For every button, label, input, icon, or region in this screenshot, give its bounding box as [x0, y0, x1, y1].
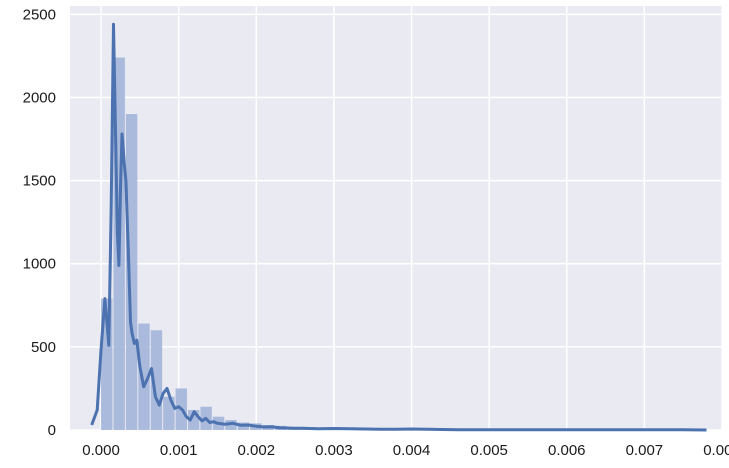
y-tick-label: 2500: [23, 6, 56, 23]
x-tick-label: 0.003: [315, 442, 353, 459]
y-tick-label: 1000: [23, 256, 56, 273]
x-tick-label: 0.007: [626, 442, 664, 459]
x-tick-label: 0.006: [548, 442, 586, 459]
x-tick-label: 0.001: [160, 442, 198, 459]
x-tick-label: 0.002: [238, 442, 276, 459]
histogram-bar: [138, 323, 150, 430]
grid: [70, 6, 723, 431]
histogram-bar: [101, 298, 113, 430]
y-tick-label: 1500: [23, 173, 56, 190]
histogram-bar: [163, 396, 175, 430]
y-axis-ticks: 0 500 1000 1500 2000 2500: [23, 6, 56, 439]
x-tick-label: 0.008: [703, 442, 729, 459]
x-tick-label: 0.005: [470, 442, 508, 459]
histogram-bar: [125, 114, 138, 430]
histogram-bar: [150, 330, 163, 430]
histogram-bar: [187, 410, 200, 430]
y-tick-label: 0: [48, 422, 56, 439]
kde-line: [90, 22, 707, 432]
y-tick-label: 500: [31, 339, 56, 356]
plot-background: [70, 6, 722, 430]
y-tick-label: 2000: [23, 89, 56, 106]
x-axis-ticks: 0.000 0.001 0.002 0.003 0.004 0.005 0.006 0.007…: [82, 442, 729, 459]
x-tick-label: 0.004: [393, 442, 431, 459]
x-tick-label: 0.000: [82, 442, 120, 459]
